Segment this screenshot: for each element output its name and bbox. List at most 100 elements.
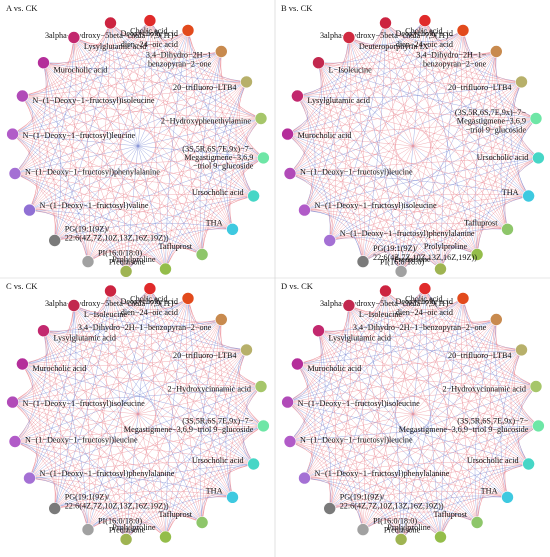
positive-correlation-edge (510, 349, 529, 465)
positive-correlation-edge (348, 37, 497, 59)
positive-correlation-edge (297, 363, 402, 540)
negative-correlation-edge (329, 349, 522, 509)
positive-correlation-edge (289, 173, 441, 270)
positive-correlation-edge (385, 22, 508, 230)
node-circle (356, 523, 370, 536)
positive-correlation-edge (297, 290, 386, 365)
negative-correlation-edge (348, 305, 529, 465)
node-circle (257, 419, 270, 433)
positive-correlation-edge (43, 62, 89, 262)
positive-correlation-edge (12, 305, 75, 403)
negative-correlation-edge (14, 62, 47, 174)
negative-correlation-edge (304, 386, 537, 479)
positive-correlation-edge (424, 288, 539, 427)
metabolite-node: Murocholic acid (291, 357, 361, 373)
positive-correlation-edge (29, 20, 151, 211)
negative-correlation-edge (22, 363, 127, 540)
metabolite-node: 2−Hydroxycinnamic acid (442, 380, 543, 394)
panel-c: C vs. CK Cholic acid3alpha−Hydroxy−5beta… (6, 281, 270, 546)
positive-correlation-edge (125, 349, 247, 540)
panel-title: D vs. CK (281, 281, 314, 291)
node-label: Prolylproline (424, 242, 468, 251)
positive-correlation-edge (400, 30, 464, 272)
positive-correlation-edge (362, 20, 426, 262)
metabolite-node: 3,4−Dihydro−2H−1 benzopyran−2−one (146, 45, 228, 69)
negative-correlation-edge (348, 37, 529, 197)
negative-correlation-edge (329, 425, 539, 509)
positive-correlation-edge (304, 193, 529, 211)
positive-correlation-edge (348, 305, 366, 530)
metabolite-node: Prolylproline (387, 523, 447, 544)
node-label: 3,4−Dihydro−2H−1 benzopyran−2−one (146, 51, 212, 69)
metabolite-node: Prednisone (109, 258, 146, 278)
negative-correlation-edge (348, 37, 539, 159)
node-circle (8, 435, 22, 448)
positive-correlation-edge (149, 20, 233, 230)
node-label: (3S,5R,6S,7E,9x)−7−Megastigmene−3,6,9−tr… (399, 417, 529, 435)
node-label: Cholic acid (130, 27, 168, 36)
negative-correlation-edge (214, 51, 233, 230)
positive-correlation-edge (73, 37, 127, 272)
negative-correlation-edge (318, 330, 522, 353)
node-circle (291, 89, 304, 103)
negative-correlation-edge (385, 22, 539, 159)
positive-correlation-edge (22, 95, 233, 230)
metabolite-node: THA (206, 487, 239, 504)
positive-correlation-edge (165, 386, 262, 538)
positive-correlation-edge (385, 290, 537, 387)
negative-correlation-edge (297, 22, 386, 97)
metabolite-node: N−(1−Deoxy−1−fructosyl)isoleucine (16, 89, 155, 105)
metabolite-node: PI(16:0/18:0) (356, 517, 417, 536)
positive-correlation-edge (287, 401, 402, 540)
node-label: 3alpha−Hydroxy−5beta−chola−7,9(11)− dien−… (320, 31, 453, 49)
positive-correlation-edge (318, 330, 537, 387)
negative-correlation-edge (462, 30, 537, 119)
node-circle (37, 56, 50, 70)
positive-correlation-edge (304, 209, 441, 270)
negative-correlation-edge (29, 37, 75, 211)
positive-correlation-edge (424, 20, 539, 159)
node-label: L−Isoleucine (329, 65, 373, 74)
positive-correlation-edge (87, 290, 111, 530)
positive-correlation-edge (73, 305, 127, 540)
node-circle (23, 471, 36, 485)
positive-correlation-edge (12, 401, 233, 498)
metabolite-node: Cholic acid (405, 282, 443, 304)
positive-correlation-edge (22, 290, 111, 365)
positive-correlation-edge (304, 319, 497, 479)
positive-correlation-edge (214, 319, 233, 498)
negative-correlation-edge (201, 81, 247, 255)
positive-correlation-edge (73, 37, 166, 270)
node-label: Murocholic acid (298, 131, 352, 140)
negative-correlation-edge (149, 288, 247, 351)
positive-correlation-edge (289, 173, 478, 255)
positive-correlation-edge (297, 349, 522, 367)
positive-correlation-edge (460, 298, 478, 523)
positive-correlation-edge (297, 95, 539, 159)
node-circle (418, 14, 432, 27)
positive-correlation-edge (22, 363, 166, 538)
node-label: Tafluprost (159, 510, 193, 519)
node-circle (456, 24, 470, 37)
positive-correlation-edge (348, 30, 464, 49)
positive-correlation-edge (87, 243, 203, 262)
metabolite-node: Deoxycholic acid (379, 16, 453, 38)
negative-correlation-edge (54, 222, 233, 241)
positive-correlation-edge (14, 425, 264, 442)
metabolite-node: N−(1−Deoxy−1−fructosyl)leucine (283, 167, 413, 180)
positive-correlation-edge (125, 425, 264, 540)
node-label: N−(1−Deoxy−1−fructosyl)isoleucine (32, 96, 155, 105)
negative-correlation-edge (289, 81, 522, 174)
positive-correlation-edge (54, 501, 203, 523)
positive-correlation-edge (385, 290, 529, 465)
metabolite-node: 20−trifluoro−LTB4 (173, 343, 253, 360)
metabolite-node: Murocholic acid (37, 56, 107, 74)
positive-correlation-edge (187, 298, 254, 465)
node-label: Deuteroporphyrin IX (359, 42, 428, 51)
metabolite-node: Tafluprost (159, 242, 209, 261)
node-label: Ursocholic acid (477, 153, 529, 162)
positive-correlation-edge (110, 290, 254, 465)
negative-correlation-edge (14, 173, 127, 272)
negative-correlation-edge (348, 37, 402, 272)
positive-correlation-edge (29, 477, 203, 523)
